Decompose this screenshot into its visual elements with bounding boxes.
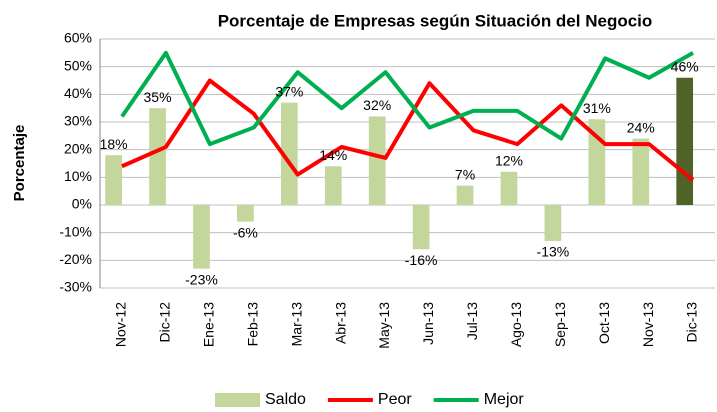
data-label: -23% (185, 271, 218, 287)
data-label: -13% (537, 244, 570, 260)
y-tick-label: 30% (64, 113, 92, 129)
x-tick-label: Ene-13 (201, 302, 217, 347)
x-tick-label: Dic-12 (157, 302, 173, 343)
bar (412, 205, 430, 250)
data-label: 46% (671, 58, 699, 74)
data-label: -6% (233, 224, 258, 240)
x-tick-label: Oct-13 (596, 302, 612, 344)
x-tick-label: Jun-13 (420, 302, 436, 345)
x-tick-label: Abr-13 (332, 302, 348, 344)
y-tick-label: -20% (59, 251, 92, 267)
line (120, 50, 695, 147)
data-label: 12% (495, 153, 523, 169)
x-tick-label: May-13 (376, 302, 392, 349)
x-tick-label: Jul-13 (464, 302, 480, 340)
bar (280, 102, 298, 205)
y-tick-label: 50% (64, 57, 92, 73)
legend-label: Peor (378, 391, 412, 408)
bar (105, 155, 122, 205)
chart-title: Porcentaje de Empresas según Situación d… (218, 11, 653, 30)
x-tick-label: Sep-13 (552, 302, 568, 347)
bar (632, 138, 650, 205)
y-tick-label: 10% (64, 168, 92, 184)
data-label: 35% (144, 89, 172, 105)
y-tick-label: 60% (64, 30, 92, 46)
bar (456, 185, 474, 205)
line (121, 78, 695, 182)
data-label: -16% (405, 252, 438, 268)
legend-swatch (215, 393, 260, 407)
legend-label: Mejor (484, 391, 525, 408)
bar (149, 108, 166, 205)
x-tick-label: Ago-13 (508, 302, 524, 347)
y-tick-label: -30% (59, 279, 92, 295)
data-label: 32% (363, 97, 391, 113)
data-label: 7% (455, 166, 475, 182)
x-tick-label: Mar-13 (288, 302, 304, 347)
y-tick-label: 0% (72, 196, 92, 212)
y-tick-label: -10% (59, 223, 92, 239)
x-tick-label: Feb-13 (244, 302, 260, 347)
data-label: 24% (627, 119, 655, 135)
x-tick-label: Nov-13 (640, 302, 656, 347)
legend-label: Saldo (265, 391, 306, 408)
y-tick-label: 40% (64, 85, 92, 101)
data-label: 18% (100, 136, 128, 152)
x-tick-label: Nov-12 (113, 302, 129, 347)
bar (193, 205, 210, 269)
bar (500, 171, 518, 205)
bar (544, 205, 562, 241)
bar (368, 116, 386, 205)
bar (324, 166, 342, 205)
data-label: 31% (583, 100, 611, 116)
data-label: 37% (275, 83, 303, 99)
y-axis-label: Porcentaje (11, 125, 28, 202)
x-tick-label: Dic-13 (684, 302, 700, 343)
bar (237, 205, 254, 222)
bar (676, 77, 694, 205)
data-label: 14% (319, 147, 347, 163)
y-tick-label: 20% (64, 140, 92, 156)
